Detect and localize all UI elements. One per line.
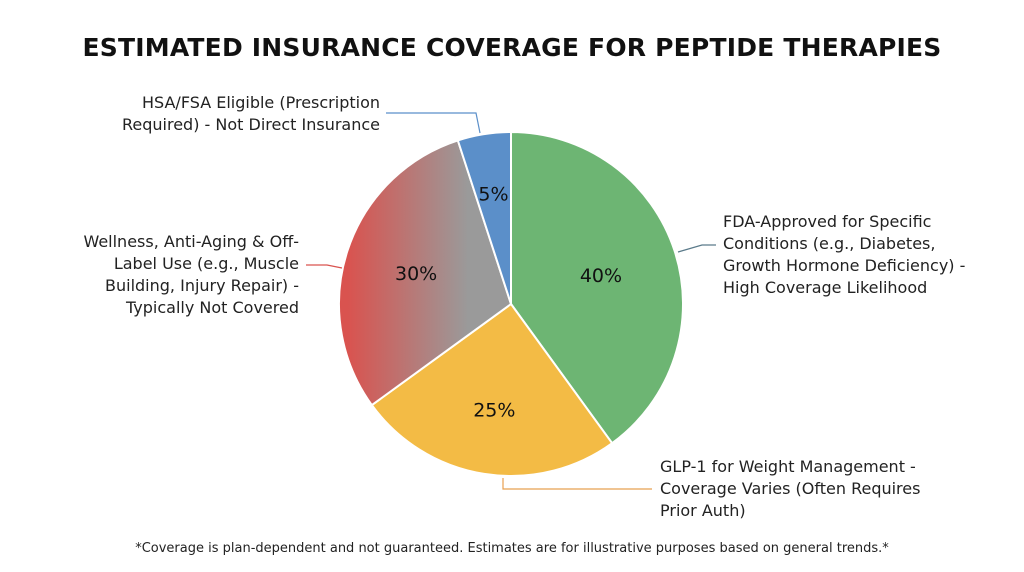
- data-label-hsa: 5%: [478, 184, 508, 206]
- pie-slice-fda: [510, 130, 684, 445]
- leader-line-wellness: [306, 264, 343, 269]
- leader-line-glp1: [502, 478, 652, 490]
- data-label-fda: 40%: [580, 265, 622, 287]
- slice-label-wellness: Wellness, Anti-Aging & Off-Label Use (e.…: [83, 232, 299, 317]
- leader-line-hsa: [386, 112, 481, 134]
- pie-slice-hsa: [456, 130, 512, 305]
- pie-slice-wellness: [338, 139, 513, 407]
- slice-label-hsa: HSA/FSA Eligible (Prescription Required)…: [121, 93, 380, 134]
- leader-line-fda: [677, 244, 716, 253]
- pie-slice-glp1: [370, 302, 614, 477]
- data-label-wellness: 30%: [395, 263, 437, 285]
- data-label-glp1: 25%: [473, 399, 515, 421]
- slice-label-glp1: GLP-1 for Weight Management - Coverage V…: [660, 457, 921, 520]
- chart-title: ESTIMATED INSURANCE COVERAGE FOR PEPTIDE…: [82, 33, 942, 62]
- footnote: *Coverage is plan-dependent and not guar…: [135, 541, 889, 556]
- slice-label-fda: FDA-Approved for Specific Conditions (e.…: [723, 212, 966, 297]
